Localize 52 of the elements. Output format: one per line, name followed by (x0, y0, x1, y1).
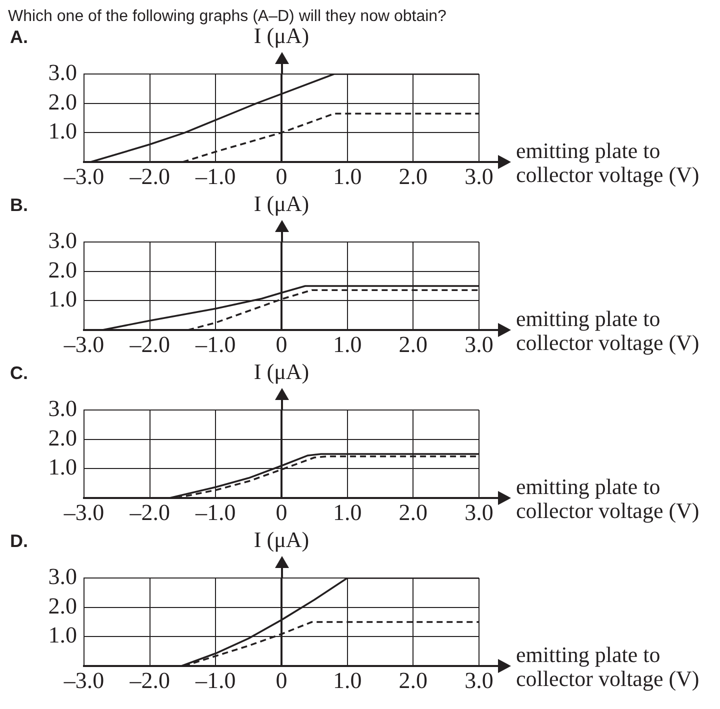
text: Which one of the following graphs (A–D) will they now obtain? (8, 8, 448, 26)
y-tick-label: 2.0 (48, 89, 77, 114)
x-tick-label: –3.0 (62, 164, 104, 189)
chart-title: C. (10, 362, 28, 383)
y-tick-label: 1.0 (48, 286, 77, 312)
y-tick-label: 1.0 (48, 454, 77, 480)
y-tick-label: 2.0 (48, 257, 77, 282)
x-tick-label: 0 (276, 332, 288, 357)
x-tick-label: –2.0 (128, 668, 170, 693)
y-tick-label: 2.0 (48, 425, 77, 450)
y-tick-label: 1.0 (48, 118, 77, 144)
x-tick-label: 3.0 (464, 500, 494, 525)
x-tick-label: –3.0 (62, 500, 104, 525)
y-tick-label: 3.0 (48, 396, 77, 422)
x-tick-label: –1.0 (194, 164, 236, 189)
y-tick-label: 2.0 (48, 593, 77, 618)
x-tick-label: –1.0 (194, 668, 236, 693)
x-tick-label: –3.0 (62, 668, 104, 693)
y-axis-title: I (μA) (254, 190, 310, 216)
x-tick-label: 0 (276, 500, 288, 525)
x-tick-label: 3.0 (464, 668, 494, 693)
x-tick-label: 2.0 (398, 332, 428, 357)
x-tick-label: –3.0 (62, 332, 104, 357)
x-axis-title: emitting plate to collector voltage (V) (516, 474, 700, 523)
x-tick-label: 1.0 (332, 164, 362, 189)
x-axis-title: emitting plate to collector voltage (V) (516, 138, 700, 187)
y-tick-label: 3.0 (48, 564, 77, 590)
x-tick-label: 0 (276, 164, 288, 189)
x-tick-label: 0 (276, 668, 288, 693)
x-tick-label: 1.0 (332, 668, 362, 693)
chart-title: B. (10, 194, 28, 215)
x-tick-label: –2.0 (128, 164, 170, 189)
x-tick-label: –2.0 (128, 500, 170, 525)
x-tick-label: 1.0 (332, 332, 362, 357)
chart-title: D. (10, 530, 28, 551)
y-axis-title: I (μA) (254, 358, 310, 384)
x-tick-label: –2.0 (128, 332, 170, 357)
x-tick-label: –1.0 (194, 500, 236, 525)
x-axis-title: emitting plate to collector voltage (V) (516, 642, 700, 691)
y-tick-label: 3.0 (48, 60, 77, 86)
x-axis-title: emitting plate to collector voltage (V) (516, 306, 700, 355)
y-axis-title: I (μA) (254, 526, 310, 552)
y-tick-label: 1.0 (48, 622, 77, 648)
y-tick-label: 3.0 (48, 228, 77, 254)
x-tick-label: 3.0 (464, 332, 494, 357)
x-tick-label: 2.0 (398, 500, 428, 525)
x-tick-label: 3.0 (464, 164, 494, 189)
x-tick-label: 1.0 (332, 500, 362, 525)
x-tick-label: 2.0 (398, 668, 428, 693)
x-tick-label: 2.0 (398, 164, 428, 189)
chart-title: A. (10, 26, 28, 47)
x-tick-label: –1.0 (194, 332, 236, 357)
